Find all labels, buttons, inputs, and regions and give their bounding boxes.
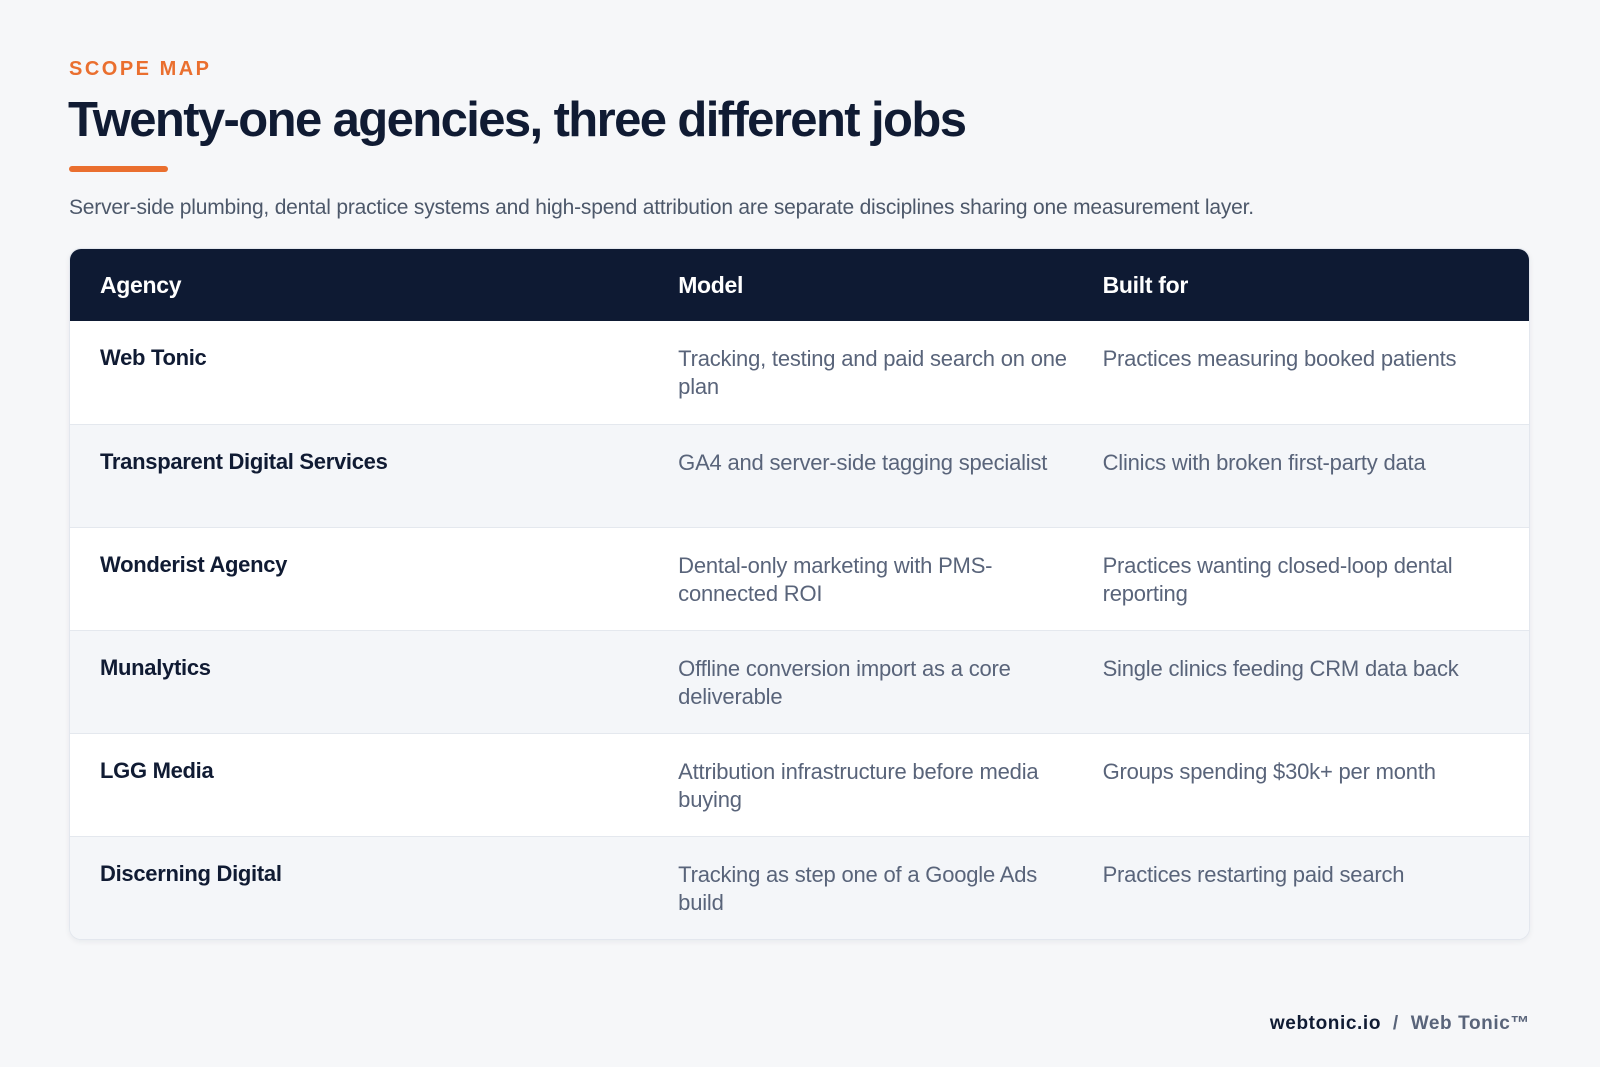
agency-name: LGG Media (100, 758, 214, 783)
page-title: Twenty-one agencies, three different job… (68, 93, 967, 147)
table-row: Munalytics Offline conversion import as … (70, 630, 1529, 733)
agency-built-for: Practices restarting paid search (1102, 862, 1405, 887)
footer-separator: / (1392, 1013, 1399, 1034)
eyebrow-label: SCOPE MAP (69, 58, 212, 80)
agency-table: Agency Model Built for Web Tonic Trackin… (69, 248, 1530, 940)
agency-model: GA4 and server-side tagging specialist (678, 450, 1048, 475)
footer-credit: webtonic.io / Web Tonic™ (1270, 1013, 1530, 1035)
title-accent-bar (69, 166, 168, 172)
table-body: Web Tonic Tracking, testing and paid sea… (70, 321, 1529, 939)
agency-model: Tracking as step one of a Google Ads bui… (678, 862, 1038, 915)
column-header-model: Model (678, 271, 744, 298)
agency-name: Munalytics (100, 655, 211, 680)
agency-model: Attribution infrastructure before media … (678, 759, 1039, 812)
table-header: Agency Model Built for (70, 249, 1529, 321)
agency-model: Tracking, testing and paid search on one… (678, 346, 1067, 399)
column-header-built-for: Built for (1102, 271, 1189, 298)
agency-name: Wonderist Agency (100, 552, 288, 577)
agency-name: Transparent Digital Services (100, 449, 388, 474)
agency-built-for: Clinics with broken first-party data (1102, 450, 1426, 475)
table-row: Web Tonic Tracking, testing and paid sea… (70, 321, 1529, 424)
table-row: Transparent Digital Services GA4 and ser… (70, 424, 1529, 527)
table-row: Discerning Digital Tracking as step one … (70, 836, 1529, 939)
footer-domain: webtonic.io (1269, 1013, 1382, 1034)
column-header-agency: Agency (100, 271, 182, 298)
agency-built-for: Practices wanting closed-loop dental rep… (1102, 553, 1453, 606)
agency-model: Offline conversion import as a core deli… (678, 656, 1011, 709)
table-row: Wonderist Agency Dental-only marketing w… (70, 527, 1529, 630)
agency-built-for: Groups spending $30k+ per month (1102, 759, 1436, 784)
agency-model: Dental-only marketing with PMS-connected… (678, 553, 993, 606)
agency-built-for: Practices measuring booked patients (1102, 346, 1457, 371)
agency-name: Discerning Digital (100, 861, 282, 886)
footer-brand: Web Tonic™ (1410, 1013, 1530, 1034)
table-row: LGG Media Attribution infrastructure bef… (70, 733, 1529, 836)
agency-built-for: Single clinics feeding CRM data back (1102, 656, 1459, 681)
page-subtitle: Server-side plumbing, dental practice sy… (69, 196, 1254, 219)
agency-name: Web Tonic (100, 345, 207, 370)
